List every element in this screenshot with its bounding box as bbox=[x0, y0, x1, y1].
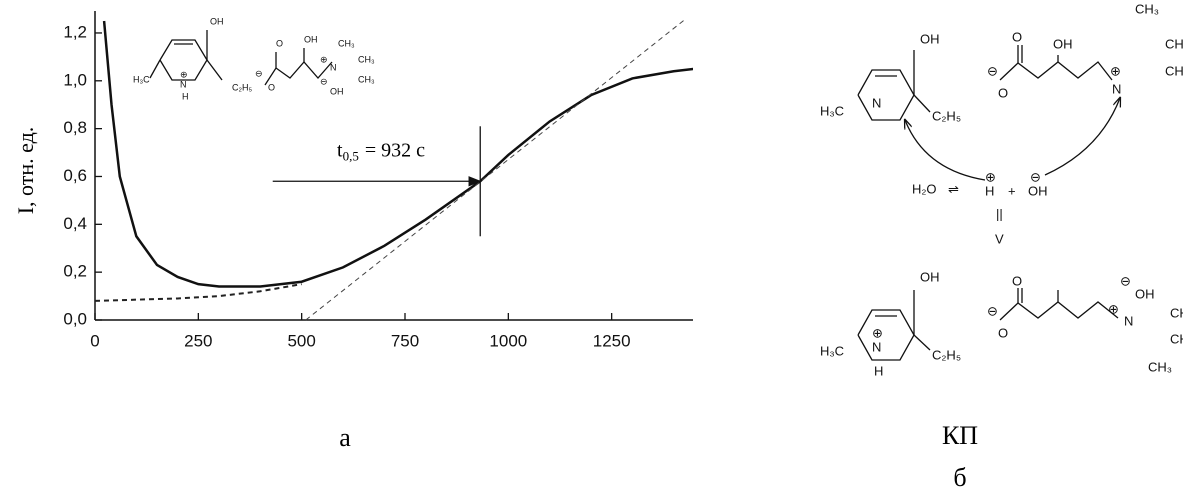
scheme-label: CH₃ bbox=[1165, 36, 1183, 51]
panel-label: б bbox=[953, 463, 966, 492]
scheme-label: CH₃ bbox=[1170, 331, 1183, 346]
scheme-label: H₃C bbox=[820, 343, 844, 358]
inset-label: O bbox=[268, 82, 275, 92]
scheme-label: O bbox=[1012, 273, 1022, 288]
scheme-caption: КП bbox=[942, 421, 978, 450]
scheme-label: CH₃ bbox=[1135, 1, 1159, 16]
inset-label: CH₃ bbox=[338, 38, 355, 48]
annotation-sub: 0,5 bbox=[343, 148, 359, 163]
scheme-label: V bbox=[995, 231, 1004, 246]
scheme-label: + bbox=[1008, 183, 1016, 198]
scheme-label: ⊖ bbox=[1120, 273, 1131, 288]
scheme-label: H bbox=[874, 363, 883, 378]
x-tick-label: 500 bbox=[287, 331, 315, 350]
annotation-rest: = 932 c bbox=[365, 139, 425, 161]
scheme-label: N bbox=[1112, 81, 1121, 96]
annotation: t0,5 = 932 c bbox=[337, 139, 425, 163]
x-tick-label: 250 bbox=[184, 331, 212, 350]
x-tick-label: 1500 bbox=[696, 331, 734, 350]
inset-label: N bbox=[330, 62, 337, 72]
chart: 0,0 0,2 0,4 0,6 0,8 1,0 1,2 0 250 500 750 1000 1250 1… bbox=[63, 11, 734, 350]
scheme-label: C₂H₅ bbox=[932, 347, 961, 362]
scheme-label: ⊖ bbox=[1030, 169, 1041, 184]
data-line bbox=[94, 283, 302, 302]
inset-label: ⊖ bbox=[255, 68, 263, 78]
scheme-label: OH bbox=[920, 31, 940, 46]
scheme-label: OH bbox=[1135, 286, 1155, 301]
scheme-label: C₂H₅ bbox=[932, 108, 961, 123]
scheme-label: OH bbox=[920, 269, 940, 284]
scheme-label: O bbox=[1012, 29, 1022, 44]
y-tick-label: 0,8 bbox=[63, 118, 87, 137]
y-tick-label: 0,6 bbox=[63, 166, 87, 185]
inset-label: H bbox=[182, 91, 189, 101]
inset-label: CH₃ bbox=[358, 54, 375, 64]
inset-label: C₂H₅ bbox=[232, 82, 252, 92]
scheme-label: CH₃ bbox=[1170, 305, 1183, 320]
inset-label: N bbox=[180, 79, 187, 89]
inset-label: OH bbox=[330, 86, 344, 96]
x-tick-label: 750 bbox=[391, 331, 419, 350]
y-tick-label: 0,0 bbox=[63, 309, 87, 328]
scheme-label: H₂O bbox=[912, 181, 937, 196]
annotation-base: t bbox=[337, 139, 343, 161]
scheme-label: OH bbox=[1028, 183, 1048, 198]
scheme-label: ⊕ bbox=[985, 169, 996, 184]
inset-structure bbox=[149, 30, 333, 86]
scheme-label: ⊕ bbox=[1110, 63, 1121, 78]
scheme-label: || bbox=[996, 206, 1003, 221]
y-tick-label: 0,2 bbox=[63, 262, 87, 281]
scheme-label: H bbox=[985, 183, 994, 198]
scheme-label: ⊕ bbox=[1108, 301, 1119, 316]
scheme-label: ⊕ bbox=[872, 325, 883, 340]
scheme-label: CH₃ bbox=[1148, 359, 1172, 374]
inset-label: CH₃ bbox=[358, 74, 375, 84]
scheme-label: N bbox=[1124, 313, 1133, 328]
scheme-structures bbox=[857, 45, 1120, 361]
inset-label: ⊕ bbox=[180, 69, 188, 79]
x-tick-label: 1250 bbox=[593, 331, 631, 350]
x-tick-label: 1000 bbox=[489, 331, 527, 350]
y-tick-label: 1,0 bbox=[63, 70, 87, 89]
inset-label: OH bbox=[210, 16, 224, 26]
scheme-label: H₃C bbox=[820, 103, 844, 118]
inset-label: ⊖ bbox=[320, 76, 328, 86]
y-axis-label: I, отн. ед. bbox=[13, 127, 38, 215]
inset-label: ⊕ bbox=[320, 54, 328, 64]
scheme-label: CH₃ bbox=[1165, 63, 1183, 78]
y-tick-label: 0,4 bbox=[63, 214, 87, 233]
x-tick-label: 0 bbox=[90, 331, 99, 350]
scheme-label: ⇌ bbox=[948, 181, 959, 196]
inset-label: OH bbox=[304, 34, 318, 44]
panel-label: а bbox=[339, 423, 351, 452]
y-tick-label: 1,2 bbox=[63, 22, 87, 41]
scheme-label: ⊖ bbox=[987, 63, 998, 78]
scheme-label: O bbox=[998, 85, 1008, 100]
scheme-label: N bbox=[872, 95, 881, 110]
inset-label: O bbox=[276, 38, 283, 48]
scheme-label: N bbox=[872, 339, 881, 354]
scheme-label: OH bbox=[1053, 36, 1073, 51]
scheme-label: O bbox=[998, 325, 1008, 340]
inset-label: H₃C bbox=[133, 74, 150, 84]
scheme-label: ⊖ bbox=[987, 303, 998, 318]
